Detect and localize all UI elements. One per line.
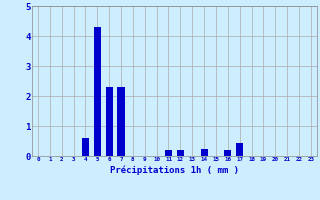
Bar bbox=[94, 27, 101, 156]
Bar bbox=[224, 150, 231, 156]
Bar bbox=[106, 87, 113, 156]
Bar bbox=[177, 150, 184, 156]
Bar bbox=[165, 150, 172, 156]
Bar bbox=[117, 87, 124, 156]
Bar bbox=[82, 138, 89, 156]
X-axis label: Précipitations 1h ( mm ): Précipitations 1h ( mm ) bbox=[110, 165, 239, 175]
Bar bbox=[201, 148, 208, 156]
Bar bbox=[236, 142, 243, 156]
